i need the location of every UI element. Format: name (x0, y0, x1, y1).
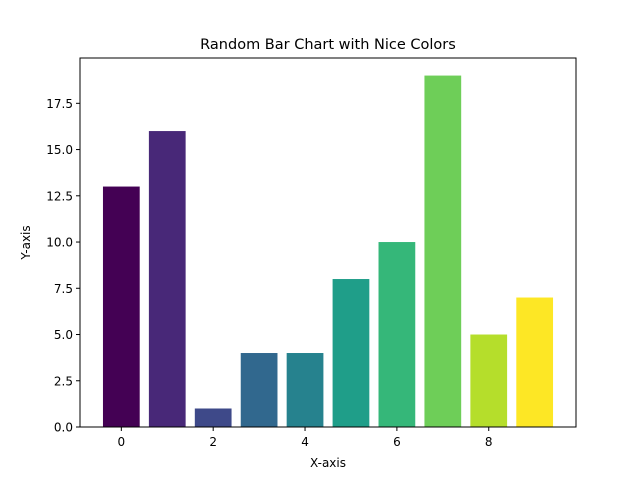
y-tick-label: 0.0 (54, 421, 73, 435)
y-axis-ticks: 0.0 2.5 5.0 7.5 10.0 12.5 15.0 17.5 (46, 97, 80, 435)
y-tick-label: 5.0 (54, 328, 73, 342)
y-tick-label: 10.0 (46, 236, 73, 250)
y-tick-label: 7.5 (54, 282, 73, 296)
y-tick-label: 15.0 (46, 143, 73, 157)
bar-0 (102, 186, 140, 427)
bar-8 (470, 334, 508, 427)
y-tick-label: 12.5 (46, 189, 73, 203)
bar-9 (516, 297, 554, 427)
bar-6 (378, 242, 416, 427)
bar-7 (424, 75, 462, 428)
y-tick-label: 2.5 (54, 374, 73, 388)
chart-title: Random Bar Chart with Nice Colors (200, 37, 456, 53)
x-tick-label: 2 (209, 435, 217, 449)
x-tick-label: 0 (118, 435, 126, 449)
x-tick-label: 4 (301, 435, 309, 449)
y-axis-label: Y-axis (19, 225, 33, 260)
bar-2 (194, 408, 232, 427)
bar-1 (148, 131, 186, 427)
bar-5 (332, 279, 370, 427)
y-tick-label: 17.5 (46, 97, 73, 111)
bars-layer (102, 75, 554, 428)
bar-4 (286, 353, 324, 427)
x-tick-label: 8 (485, 435, 493, 449)
x-axis-label: X-axis (310, 456, 346, 470)
bar-3 (240, 353, 278, 427)
x-axis-ticks: 0 2 4 6 8 (118, 427, 493, 449)
x-tick-label: 6 (393, 435, 401, 449)
